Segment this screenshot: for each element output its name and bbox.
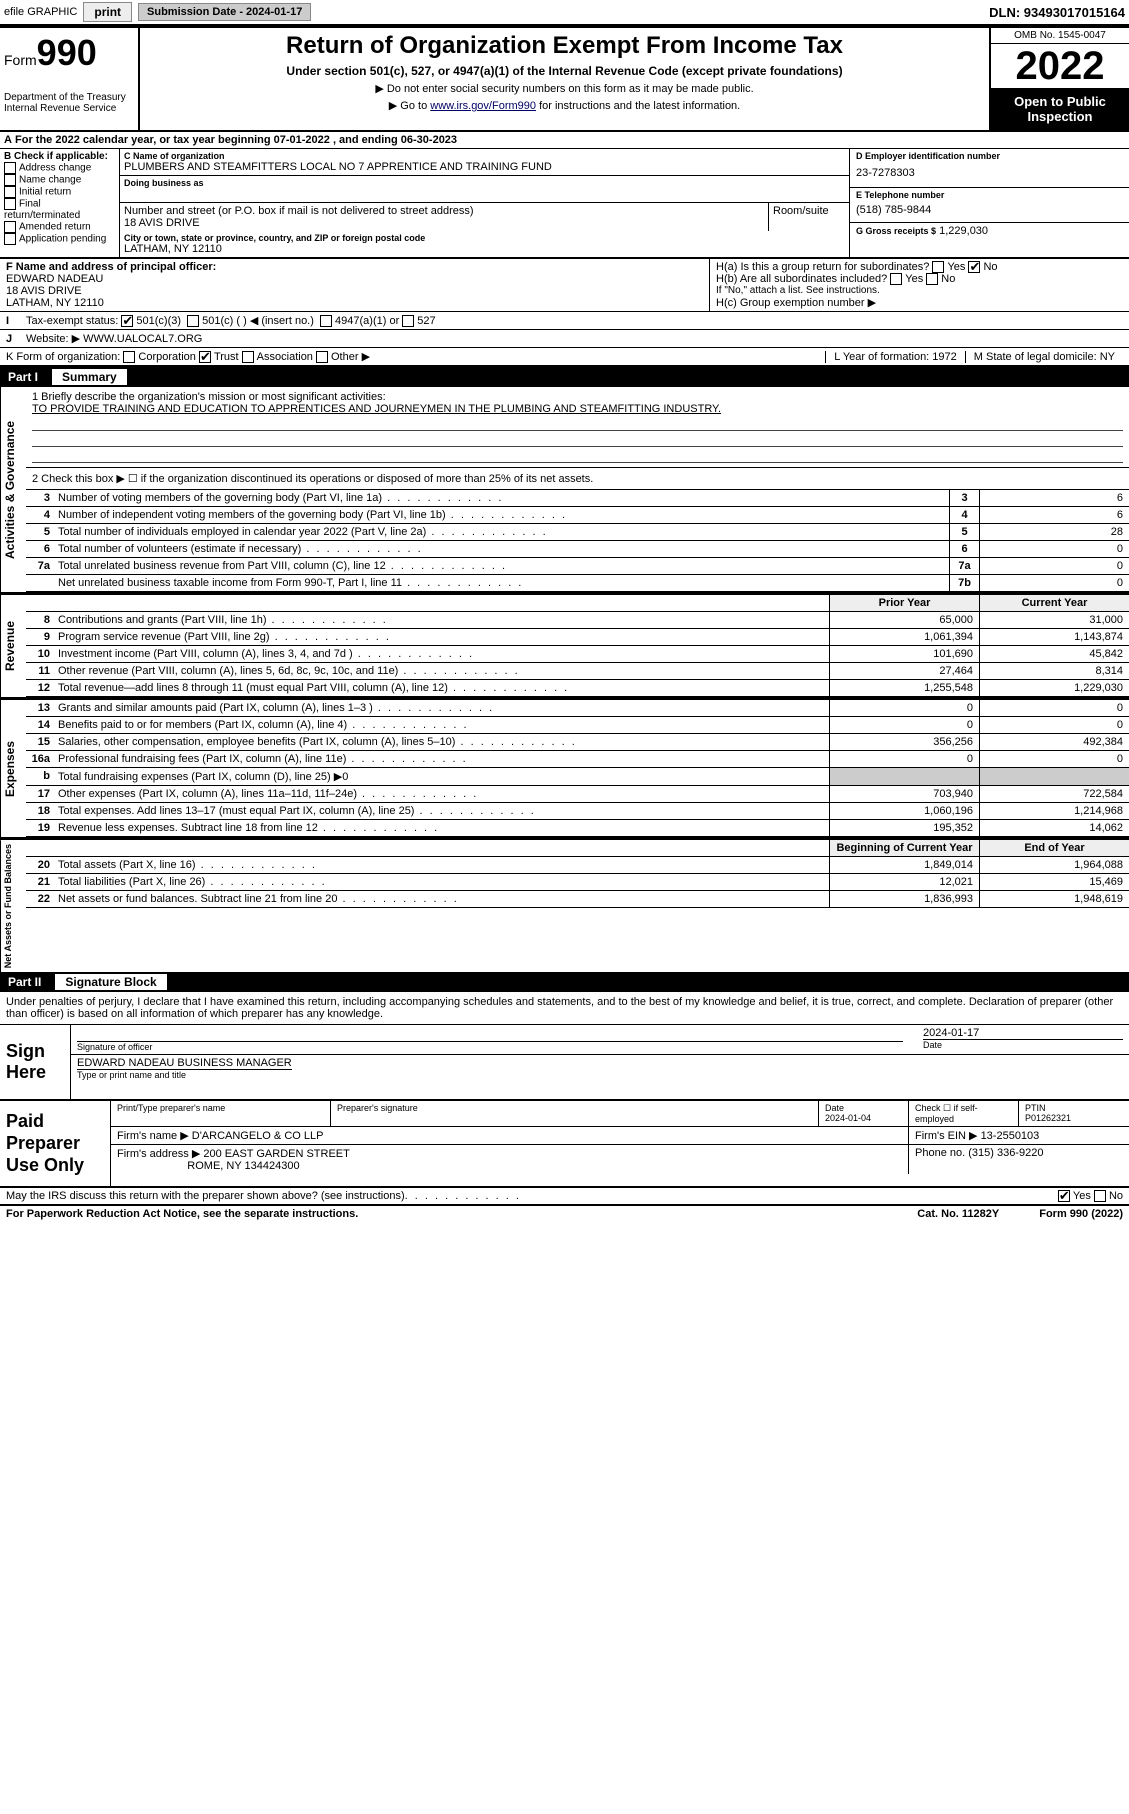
- col-b: B Check if applicable: Address change Na…: [0, 149, 120, 257]
- cb-initial[interactable]: Initial return: [4, 186, 115, 198]
- h-a: H(a) Is this a group return for subordin…: [716, 261, 1123, 273]
- note-link: ▶ Go to www.irs.gov/Form990 for instruct…: [148, 99, 981, 112]
- summary-expenses: Expenses 13Grants and similar amounts pa…: [0, 700, 1129, 837]
- perjury-text: Under penalties of perjury, I declare th…: [0, 992, 1129, 1024]
- col-header-row: Prior Year Current Year: [26, 595, 1129, 612]
- h-b: H(b) Are all subordinates included? Yes …: [716, 273, 1123, 285]
- cb-addr[interactable]: Address change: [4, 162, 115, 174]
- na-row: 22Net assets or fund balances. Subtract …: [26, 891, 1129, 908]
- rev-row: 10Investment income (Part VIII, column (…: [26, 646, 1129, 663]
- summary-governance: Activities & Governance 1 Briefly descri…: [0, 387, 1129, 592]
- submission-date: Submission Date - 2024-01-17: [138, 3, 311, 21]
- entity-block: B Check if applicable: Address change Na…: [0, 149, 1129, 259]
- summary-netassets: Net Assets or Fund Balances Beginning of…: [0, 840, 1129, 972]
- footer-row: For Paperwork Reduction Act Notice, see …: [0, 1205, 1129, 1222]
- paid-preparer-block: Paid Preparer Use Only Print/Type prepar…: [0, 1099, 1129, 1188]
- line-i: I Tax-exempt status: 501(c)(3) 501(c) ( …: [0, 312, 1129, 330]
- form-subtitle: Under section 501(c), 527, or 4947(a)(1)…: [148, 64, 981, 78]
- street: 18 AVIS DRIVE: [124, 217, 764, 229]
- exp-row: 15Salaries, other compensation, employee…: [26, 734, 1129, 751]
- gov-row: 4Number of independent voting members of…: [26, 507, 1129, 524]
- note-ssn: ▶ Do not enter social security numbers o…: [148, 82, 981, 95]
- website[interactable]: WWW.UALOCAL7.ORG: [83, 333, 202, 345]
- irs-link[interactable]: www.irs.gov/Form990: [430, 100, 536, 112]
- dba: [124, 188, 845, 200]
- exp-row: 13Grants and similar amounts paid (Part …: [26, 700, 1129, 717]
- h-b-note: If "No," attach a list. See instructions…: [716, 285, 1123, 296]
- officer-sig-name: EDWARD NADEAU BUSINESS MANAGER: [77, 1057, 292, 1069]
- na-col-header: Beginning of Current Year End of Year: [26, 840, 1129, 857]
- org-name: PLUMBERS AND STEAMFITTERS LOCAL NO 7 APP…: [124, 161, 845, 173]
- cb-pending[interactable]: Application pending: [4, 233, 115, 245]
- rev-row: 8Contributions and grants (Part VIII, li…: [26, 612, 1129, 629]
- exp-row: 19Revenue less expenses. Subtract line 1…: [26, 820, 1129, 837]
- firm-name: D'ARCANGELO & CO LLP: [192, 1130, 324, 1142]
- cb-name[interactable]: Name change: [4, 174, 115, 186]
- gov-row: 7aTotal unrelated business revenue from …: [26, 558, 1129, 575]
- exp-row: 17Other expenses (Part IX, column (A), l…: [26, 786, 1129, 803]
- part-i-header: Part I Summary: [0, 367, 1129, 387]
- discuss-row: May the IRS discuss this return with the…: [0, 1188, 1129, 1205]
- line-2: 2 Check this box ▶ ☐ if the organization…: [26, 468, 1129, 490]
- form-title: Return of Organization Exempt From Incom…: [148, 32, 981, 60]
- ein: 23-7278303: [856, 161, 1123, 185]
- gov-row: Net unrelated business taxable income fr…: [26, 575, 1129, 592]
- line-klm: K Form of organization: Corporation Trus…: [0, 348, 1129, 367]
- na-row: 20Total assets (Part X, line 16)1,849,01…: [26, 857, 1129, 874]
- rev-row: 12Total revenue—add lines 8 through 11 (…: [26, 680, 1129, 697]
- mission-brief: 1 Briefly describe the organization's mi…: [26, 387, 1129, 468]
- dln: DLN: 93493017015164: [989, 5, 1125, 20]
- part-ii-header: Part II Signature Block: [0, 972, 1129, 992]
- exp-row: 16aProfessional fundraising fees (Part I…: [26, 751, 1129, 768]
- form-number: Form990: [4, 32, 134, 74]
- line-j: J Website: ▶ WWW.UALOCAL7.ORG: [0, 330, 1129, 348]
- omb-number: OMB No. 1545-0047: [991, 28, 1129, 44]
- gov-row: 6Total number of volunteers (estimate if…: [26, 541, 1129, 558]
- gross-receipts: 1,229,030: [939, 225, 988, 237]
- exp-row: 18Total expenses. Add lines 13–17 (must …: [26, 803, 1129, 820]
- rev-row: 9Program service revenue (Part VIII, lin…: [26, 629, 1129, 646]
- form-header: Form990 Department of the Treasury Inter…: [0, 26, 1129, 132]
- exp-row: bTotal fundraising expenses (Part IX, co…: [26, 768, 1129, 786]
- line-a: A For the 2022 calendar year, or tax yea…: [0, 132, 1129, 149]
- h-c: H(c) Group exemption number ▶: [716, 296, 1123, 309]
- officer-name: EDWARD NADEAU: [6, 273, 703, 285]
- rev-row: 11Other revenue (Part VIII, column (A), …: [26, 663, 1129, 680]
- col-c: C Name of organization PLUMBERS AND STEA…: [120, 149, 849, 257]
- col-d: D Employer identification number 23-7278…: [849, 149, 1129, 257]
- cb-amended[interactable]: Amended return: [4, 221, 115, 233]
- top-bar: efile GRAPHIC print Submission Date - 20…: [0, 0, 1129, 26]
- na-row: 21Total liabilities (Part X, line 26)12,…: [26, 874, 1129, 891]
- city: LATHAM, NY 12110: [124, 243, 845, 255]
- dept-label: Department of the Treasury Internal Reve…: [4, 92, 134, 114]
- cb-final[interactable]: Final return/terminated: [4, 198, 115, 221]
- tax-year: 2022: [991, 44, 1129, 88]
- principal-officer-row: F Name and address of principal officer:…: [0, 259, 1129, 312]
- open-public: Open to Public Inspection: [991, 88, 1129, 130]
- gov-row: 3Number of voting members of the governi…: [26, 490, 1129, 507]
- print-button[interactable]: print: [83, 2, 132, 22]
- summary-revenue: Revenue Prior Year Current Year 8Contrib…: [0, 595, 1129, 697]
- exp-row: 14Benefits paid to or for members (Part …: [26, 717, 1129, 734]
- telephone: (518) 785-9844: [856, 200, 1123, 220]
- efile-label: efile GRAPHIC: [4, 6, 77, 18]
- gov-row: 5Total number of individuals employed in…: [26, 524, 1129, 541]
- sign-here-block: Sign Here Signature of officer 2024-01-1…: [0, 1024, 1129, 1099]
